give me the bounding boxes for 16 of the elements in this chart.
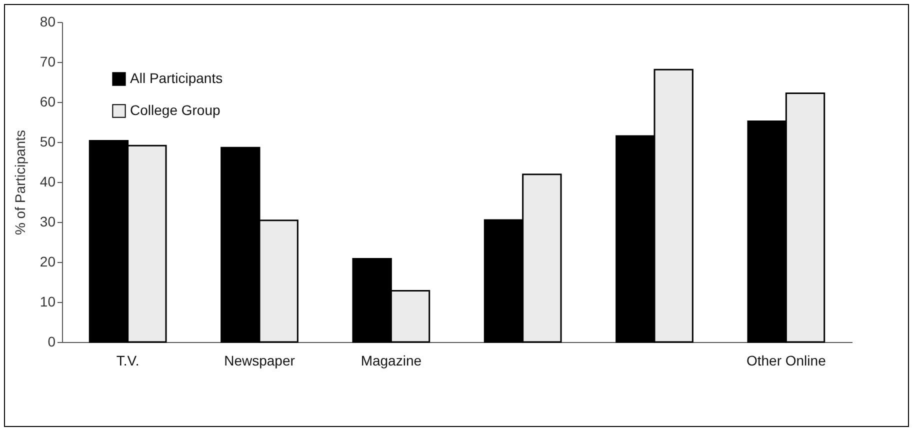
x-tick-label: Other Online — [746, 352, 826, 368]
x-tick-label: Magazine — [360, 352, 422, 368]
x-tick-label: Newspaper — [224, 352, 296, 368]
y-tick-label: 70 — [40, 54, 56, 70]
y-tick-label: 50 — [40, 134, 56, 150]
y-tick-label: 30 — [40, 214, 56, 230]
y-tick-label: 0 — [48, 334, 56, 350]
y-tick-label: 20 — [40, 254, 56, 270]
y-tick-label: 40 — [40, 174, 56, 190]
y-tick-label: 60 — [40, 94, 56, 110]
y-tick-label: 80 — [40, 14, 56, 30]
y-axis-title: % of Participants — [12, 130, 28, 236]
y-tick-label: 10 — [40, 294, 56, 310]
legend-label: College Group — [130, 102, 220, 118]
x-tick-label: T.V. — [116, 352, 140, 368]
legend-label: All Participants — [130, 70, 223, 86]
